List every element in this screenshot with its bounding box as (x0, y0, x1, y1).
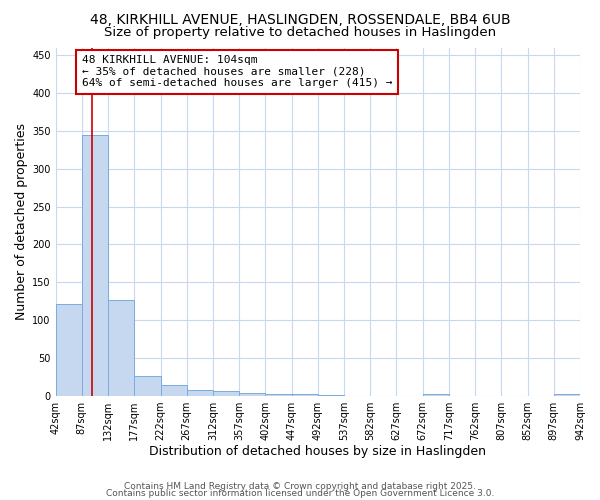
Bar (187, 390, 213, 396)
Bar (82, 134, 108, 396)
Bar (108, 300, 134, 396)
Text: 48 KIRKHILL AVENUE: 104sqm
← 35% of detached houses are smaller (228)
64% of sem: 48 KIRKHILL AVENUE: 104sqm ← 35% of deta… (82, 55, 392, 88)
Text: Size of property relative to detached houses in Haslingden: Size of property relative to detached ho… (104, 26, 496, 39)
Y-axis label: Number of detached properties: Number of detached properties (15, 123, 28, 320)
Bar (318, 395, 344, 396)
Text: 48, KIRKHILL AVENUE, HASLINGDEN, ROSSENDALE, BB4 6UB: 48, KIRKHILL AVENUE, HASLINGDEN, ROSSEND… (89, 12, 511, 26)
Bar (239, 393, 265, 396)
X-axis label: Distribution of detached houses by size in Haslingden: Distribution of detached houses by size … (149, 444, 487, 458)
Text: Contains HM Land Registry data © Crown copyright and database right 2025.: Contains HM Land Registry data © Crown c… (124, 482, 476, 491)
Bar (554, 394, 580, 396)
Bar (56, 304, 82, 396)
Text: Contains public sector information licensed under the Open Government Licence 3.: Contains public sector information licen… (106, 490, 494, 498)
Bar (292, 394, 318, 396)
Bar (134, 376, 161, 396)
Bar (161, 384, 187, 396)
Bar (213, 392, 239, 396)
Bar (422, 394, 449, 396)
Bar (265, 394, 292, 396)
